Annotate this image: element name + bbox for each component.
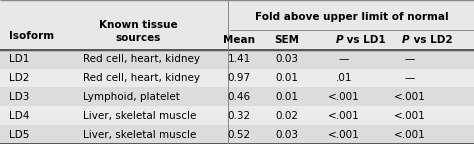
- Text: <.001: <.001: [394, 130, 426, 140]
- Bar: [0, 69, 474, 87]
- Text: —: —: [405, 54, 415, 64]
- Text: —: —: [405, 73, 415, 83]
- Text: 0.01: 0.01: [275, 92, 298, 102]
- Text: —: —: [338, 54, 349, 64]
- Text: LD5: LD5: [9, 130, 30, 140]
- Bar: [0, 106, 474, 125]
- Text: SEM: SEM: [274, 35, 299, 45]
- Text: LD3: LD3: [9, 92, 30, 102]
- Text: .01: .01: [336, 73, 352, 83]
- Text: 0.97: 0.97: [228, 73, 251, 83]
- Text: P: P: [402, 35, 410, 45]
- Text: 0.03: 0.03: [275, 130, 298, 140]
- Text: 0.32: 0.32: [228, 111, 251, 121]
- Text: Red cell, heart, kidney: Red cell, heart, kidney: [83, 73, 200, 83]
- Text: 0.52: 0.52: [228, 130, 251, 140]
- Text: Isoform: Isoform: [9, 31, 55, 41]
- Text: vs LD2: vs LD2: [410, 35, 452, 45]
- Text: Mean: Mean: [223, 35, 255, 45]
- Text: <.001: <.001: [328, 92, 359, 102]
- Text: 1.41: 1.41: [228, 54, 251, 64]
- Text: vs LD1: vs LD1: [343, 35, 386, 45]
- Text: LD1: LD1: [9, 54, 30, 64]
- Text: Known tissue
sources: Known tissue sources: [100, 20, 178, 43]
- Text: P: P: [336, 35, 343, 45]
- Text: <.001: <.001: [394, 111, 426, 121]
- Text: 0.02: 0.02: [275, 111, 298, 121]
- Text: <.001: <.001: [328, 130, 359, 140]
- Text: <.001: <.001: [394, 92, 426, 102]
- Text: Liver, skeletal muscle: Liver, skeletal muscle: [83, 130, 196, 140]
- Text: LD2: LD2: [9, 73, 30, 83]
- Text: 0.46: 0.46: [228, 92, 251, 102]
- Text: Red cell, heart, kidney: Red cell, heart, kidney: [83, 54, 200, 64]
- Text: Liver, skeletal muscle: Liver, skeletal muscle: [83, 111, 196, 121]
- Text: 0.01: 0.01: [275, 73, 298, 83]
- Text: 0.03: 0.03: [275, 54, 298, 64]
- Bar: [0, 50, 474, 69]
- Bar: [0, 87, 474, 106]
- Text: <.001: <.001: [328, 111, 359, 121]
- Text: Fold above upper limit of normal: Fold above upper limit of normal: [255, 12, 449, 22]
- Bar: [0, 125, 474, 144]
- Text: LD4: LD4: [9, 111, 30, 121]
- Text: Lymphoid, platelet: Lymphoid, platelet: [83, 92, 180, 102]
